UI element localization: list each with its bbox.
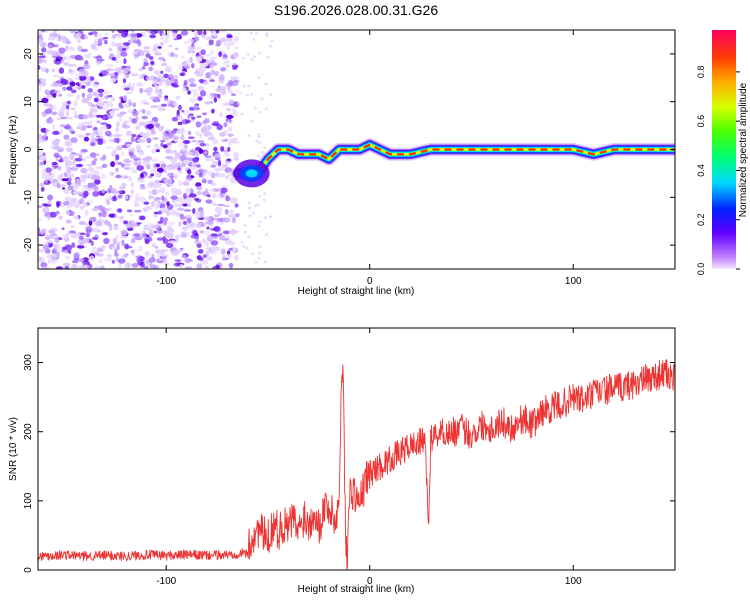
ridge-core: [237, 143, 675, 175]
spectrogram-y-axis-label: Frequency (Hz): [8, 116, 19, 185]
snr-y-tick-label: 0: [23, 567, 34, 573]
ridge-onset-peak: [245, 169, 258, 178]
spectrogram-y-tick-label: 0: [23, 146, 34, 152]
snr-x-axis-label: Height of straight line (km): [298, 584, 415, 595]
spectrogram-content: [38, 30, 675, 269]
spectrogram-x-tick-label: 0: [367, 276, 373, 287]
spectrogram-x-tick-label: 100: [565, 276, 582, 287]
snr-x-tick-label: 100: [565, 576, 582, 587]
colorbar-tick-label: 0.0: [696, 263, 706, 276]
spectrogram-frame: [37, 29, 676, 270]
spectrogram-x-axis-label: Height of straight line (km): [298, 286, 415, 297]
snr-panel: -100 0 100 0 100 200 300 Height of straight li…: [8, 327, 676, 595]
snr-series-line: [38, 359, 675, 570]
snr-y-tick-label: 100: [23, 492, 34, 509]
snr-y-tick-label: 300: [23, 354, 34, 371]
spectrogram-y-tick-label: -10: [23, 190, 34, 205]
colorbar-tick-label: 0.8: [696, 66, 706, 79]
snr-x-tick-label: -100: [156, 576, 176, 587]
colorbar-ticks: 0.0 0.2 0.4 0.6 0.8: [696, 66, 740, 276]
snr-y-axis-label: SNR (10 * v/v): [8, 417, 19, 481]
signal-ridge: [230, 138, 675, 188]
snr-x-tick-label: 0: [367, 576, 373, 587]
spectrogram-y-tick-label: 20: [23, 48, 34, 60]
spectrogram-y-tick-label: -20: [23, 237, 34, 252]
spectrogram-x-tick-label: -100: [156, 276, 176, 287]
colorbar-tick-label: 0.4: [696, 164, 706, 177]
snr-y-tick-label: 200: [23, 423, 34, 440]
colorbar: 0.0 0.2 0.4 0.6 0.8 Normalized spectral ampl…: [696, 30, 749, 275]
colorbar-gradient: [712, 30, 736, 269]
colorbar-tick-label: 0.2: [696, 213, 706, 226]
colorbar-tick-label: 0.6: [696, 115, 706, 128]
spectrogram-y-tick-label: 10: [23, 96, 34, 108]
colorbar-label: Normalized spectral amplitude: [738, 82, 749, 217]
snr-content: [38, 359, 675, 570]
noise-speckles: [38, 30, 274, 269]
snr-frame: [37, 327, 676, 571]
snr-background: [38, 328, 675, 570]
snr-axes: -100 0 100 0 100 200 300: [23, 328, 675, 587]
figure-title: S196.2026.028.00.31.G26: [274, 2, 438, 18]
